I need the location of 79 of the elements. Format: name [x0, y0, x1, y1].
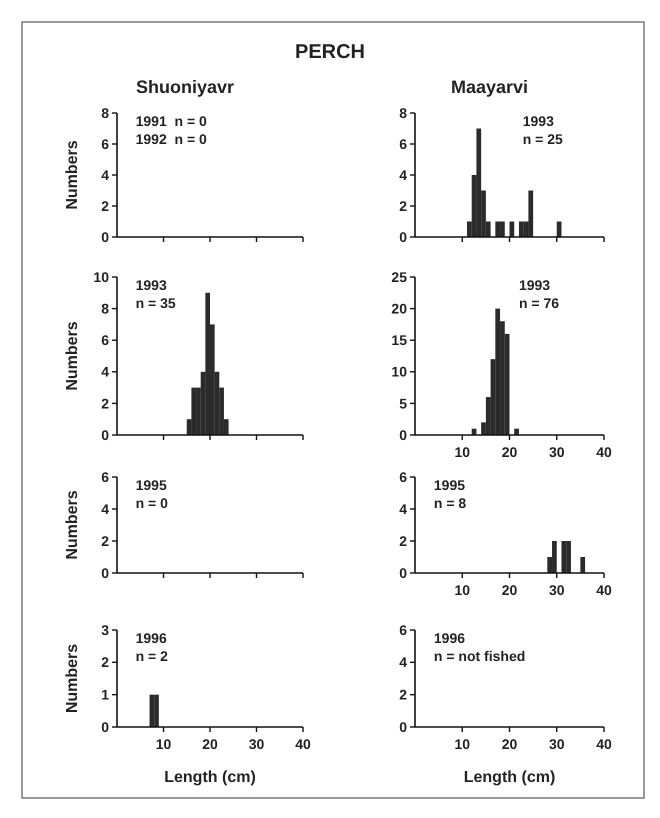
- y-axis-title: Numbers: [64, 644, 81, 714]
- annotation: 1996: [434, 630, 466, 646]
- x-tick-label: 30: [248, 736, 264, 752]
- y-tick-label: 2: [101, 395, 110, 412]
- chart-subtitle: Maayarvi: [450, 77, 528, 97]
- x-tick-label: 40: [596, 582, 612, 598]
- x-tick-label: 40: [596, 736, 612, 752]
- y-axis-title: Numbers: [64, 321, 81, 391]
- y-tick-label: 2: [101, 198, 110, 214]
- annotation: 1995: [434, 477, 466, 493]
- y-tick-label: 2: [101, 532, 110, 549]
- y-tick-label: 8: [101, 300, 110, 316]
- y-tick-label: 6: [399, 622, 408, 638]
- x-tick-label: 20: [202, 736, 218, 752]
- y-tick-label: 4: [399, 166, 408, 183]
- annotation: 1993: [136, 277, 167, 293]
- annotation: n = 76: [518, 295, 560, 311]
- y-tick-label: 8: [399, 104, 408, 121]
- y-tick-label: 0: [399, 228, 408, 245]
- y-tick-label: 1: [101, 686, 110, 703]
- x-tick-label: 10: [156, 736, 172, 752]
- y-tick-label: 6: [399, 136, 408, 152]
- y-tick-label: 2: [399, 198, 408, 214]
- annotation: 1996: [136, 630, 167, 646]
- x-axis-title: Length (cm): [464, 769, 556, 786]
- y-tick-label: 25: [391, 268, 408, 285]
- chart-title: PERCH: [294, 41, 366, 63]
- x-tick-label: 20: [502, 444, 518, 460]
- x-tick-label: 30: [548, 736, 565, 752]
- y-tick-label: 2: [399, 686, 408, 703]
- annotation: n = 35: [136, 295, 176, 311]
- y-tick-label: 0: [101, 718, 110, 735]
- y-tick-label: 15: [391, 332, 408, 348]
- y-tick-label: 4: [101, 500, 110, 517]
- x-tick-label: 20: [502, 582, 518, 598]
- y-tick-label: 0: [101, 426, 110, 443]
- y-tick-label: 0: [101, 228, 110, 245]
- x-tick-label: 10: [454, 582, 470, 598]
- y-tick-label: 2: [399, 532, 408, 549]
- annotation: 1995: [136, 477, 167, 493]
- annotation: n = 25: [522, 131, 564, 147]
- x-tick-label: 30: [548, 582, 565, 598]
- annotation: n = 8: [434, 495, 466, 511]
- x-tick-label: 10: [454, 444, 470, 460]
- y-tick-label: 4: [101, 364, 110, 380]
- annotation: 1991 n = 0: [136, 113, 208, 129]
- x-tick-label: 20: [502, 736, 518, 752]
- y-tick-label: 0: [399, 564, 408, 581]
- y-tick-label: 4: [399, 654, 408, 670]
- x-tick-label: 40: [295, 736, 311, 752]
- y-tick-label: 0: [399, 718, 408, 735]
- chart-subtitle: Shuoniyavr: [136, 77, 234, 97]
- y-tick-label: 0: [399, 426, 408, 443]
- y-tick-label: 6: [101, 332, 110, 348]
- annotation: 1993: [522, 113, 554, 129]
- annotation: 1992 n = 0: [136, 131, 208, 147]
- annotation: n = 2: [136, 648, 168, 664]
- annotation: n = not fished: [434, 648, 526, 664]
- x-tick-label: 40: [596, 444, 612, 460]
- y-tick-label: 20: [391, 300, 408, 316]
- y-tick-label: 10: [93, 268, 110, 285]
- y-tick-label: 6: [101, 468, 110, 485]
- annotation: 1993: [518, 277, 550, 293]
- y-tick-label: 5: [399, 395, 408, 412]
- y-tick-label: 10: [391, 364, 408, 380]
- y-tick-label: 3: [101, 622, 110, 638]
- x-tick-label: 10: [454, 736, 470, 752]
- x-axis-title: Length (cm): [164, 769, 256, 786]
- y-tick-label: 6: [101, 136, 110, 152]
- y-tick-label: 2: [101, 654, 110, 670]
- y-tick-label: 4: [399, 500, 408, 517]
- y-tick-label: 0: [101, 564, 110, 581]
- y-tick-label: 4: [101, 166, 110, 183]
- y-tick-label: 8: [101, 104, 110, 121]
- annotation: n = 0: [136, 495, 168, 511]
- y-axis-title: Numbers: [64, 140, 81, 210]
- y-tick-label: 6: [399, 468, 408, 485]
- y-axis-title: Numbers: [64, 490, 81, 560]
- x-tick-label: 30: [548, 444, 565, 460]
